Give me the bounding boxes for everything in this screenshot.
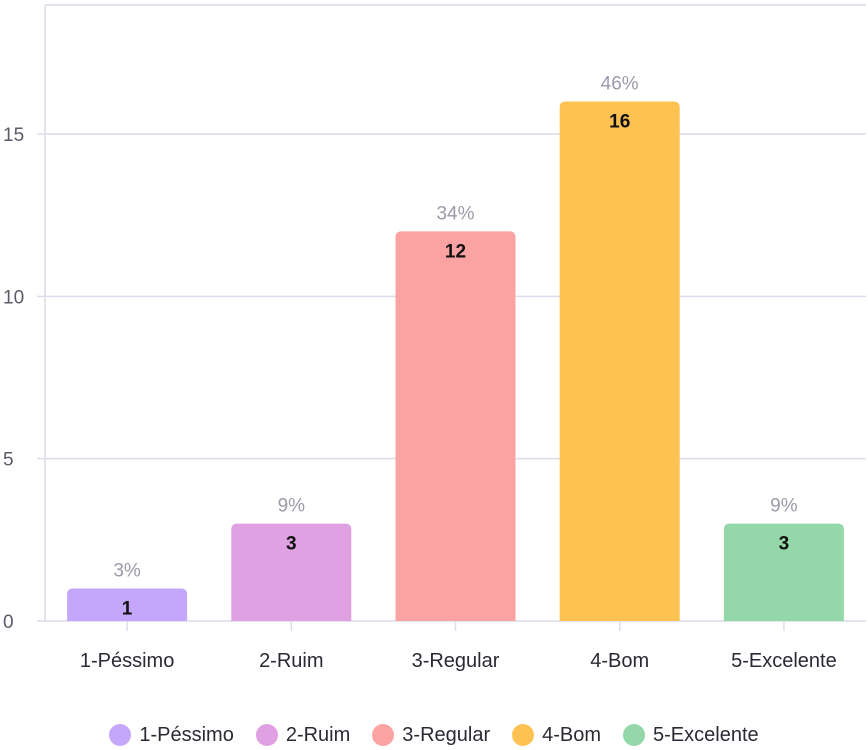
legend-label: 4-Bom: [542, 723, 602, 746]
legend-swatch: [255, 724, 278, 746]
legend-label: 5-Excelente: [653, 723, 759, 746]
x-axis: 1-Péssimo 2-Ruim 3-Regular 4-Bom 5-Excelente: [80, 621, 837, 672]
x-tick-label: 4-Bom: [590, 650, 649, 672]
y-axis-ticks: 0 5 10 15: [3, 125, 24, 633]
value-label: 3: [286, 534, 297, 555]
y-tick-label: 15: [3, 125, 24, 146]
legend-item[interactable]: 3-Regular: [372, 724, 490, 747]
percent-label: 9%: [770, 496, 798, 517]
value-label: 1: [122, 599, 133, 620]
legend-swatch: [109, 724, 132, 746]
value-label: 12: [445, 241, 466, 262]
legend-item[interactable]: 5-Excelente: [623, 724, 759, 747]
y-tick-label: 0: [3, 612, 14, 633]
legend-item[interactable]: 2-Ruim: [255, 723, 351, 747]
value-label: 3: [779, 534, 790, 555]
y-tick-label: 10: [3, 287, 24, 308]
bars: 3% 1 9% 3 34% 12 46% 16 9% 3: [67, 74, 844, 622]
bar[interactable]: [395, 231, 516, 621]
bar[interactable]: [723, 523, 844, 621]
x-tick-label: 1-Péssimo: [80, 650, 174, 672]
percent-label: 9%: [278, 496, 306, 517]
legend-label: 1-Péssimo: [139, 723, 234, 746]
legend-swatch: [623, 724, 646, 746]
x-tick-label: 2-Ruim: [259, 650, 323, 672]
x-tick-label: 3-Regular: [412, 650, 500, 672]
bar[interactable]: [67, 588, 188, 621]
legend-item[interactable]: 1-Péssimo: [109, 723, 234, 747]
legend-item[interactable]: 4-Bom: [512, 724, 601, 747]
legend-swatch: [372, 724, 395, 746]
legend-swatch: [512, 724, 535, 746]
bar-chart: 0 5 10 15 3% 1 9% 3 34% 12 46% 16 9% 3 1-Péssimo 2-Ru…: [3, 4, 866, 672]
value-label: 16: [609, 112, 630, 133]
y-tick-label: 5: [3, 450, 14, 471]
legend: 1-Péssimo 2-Ruim 3-Regular 4-Bom 5-Excelente: [0, 720, 868, 750]
legend-label: 2-Ruim: [285, 723, 351, 746]
percent-label: 3%: [113, 561, 141, 582]
bar[interactable]: [559, 101, 680, 622]
legend-label: 3-Regular: [402, 723, 491, 746]
percent-label: 34%: [436, 203, 474, 224]
percent-label: 46%: [601, 74, 639, 95]
bar[interactable]: [231, 523, 352, 621]
x-tick-label: 5-Excelente: [731, 650, 837, 672]
